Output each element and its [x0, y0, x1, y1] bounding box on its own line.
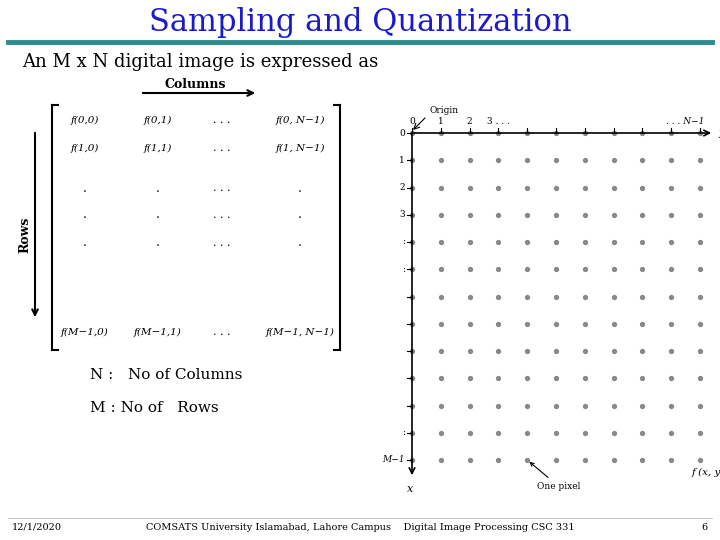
Text: 2: 2	[467, 117, 472, 126]
Text: f (x, y): f (x, y)	[691, 468, 720, 477]
Text: .: .	[298, 208, 302, 221]
Text: 3 . . .: 3 . . .	[487, 117, 510, 126]
Text: 1: 1	[400, 156, 405, 165]
Text: .: .	[156, 208, 160, 221]
Text: N :   No of Columns: N : No of Columns	[90, 368, 243, 382]
Text: 2: 2	[400, 183, 405, 192]
Text: .: .	[156, 181, 160, 194]
Text: :: :	[402, 265, 405, 274]
Text: Columns: Columns	[164, 78, 226, 91]
Text: .: .	[83, 237, 87, 249]
Text: . . .: . . .	[213, 143, 230, 153]
Text: Rows: Rows	[19, 217, 32, 253]
Text: .: .	[298, 181, 302, 194]
Text: y: y	[718, 128, 720, 138]
Text: M−1: M−1	[382, 456, 405, 464]
Text: f(1,1): f(1,1)	[144, 144, 172, 153]
Text: f(M−1,1): f(M−1,1)	[134, 327, 182, 336]
Text: 6: 6	[702, 523, 708, 531]
Text: .: .	[156, 237, 160, 249]
Text: .: .	[298, 237, 302, 249]
Text: COMSATS University Islamabad, Lahore Campus    Digital Image Processing CSC 331: COMSATS University Islamabad, Lahore Cam…	[145, 523, 575, 531]
Text: M : No of   Rows: M : No of Rows	[90, 401, 219, 415]
Text: f(0,0): f(0,0)	[71, 116, 99, 125]
Text: x: x	[407, 484, 413, 494]
Text: 1: 1	[438, 117, 444, 126]
Text: . . .: . . .	[213, 327, 230, 337]
Text: f(M−1, N−1): f(M−1, N−1)	[266, 327, 334, 336]
Text: . . .: . . .	[213, 183, 230, 193]
Text: . . .: . . .	[213, 238, 230, 248]
Text: :: :	[402, 428, 405, 437]
Text: One pixel: One pixel	[531, 463, 580, 491]
Text: 3: 3	[400, 210, 405, 219]
Text: 0: 0	[400, 129, 405, 138]
Text: .: .	[83, 208, 87, 221]
Text: :: :	[402, 238, 405, 246]
Text: . . .: . . .	[213, 210, 230, 220]
Text: 0: 0	[409, 117, 415, 126]
Text: Sampling and Quantization: Sampling and Quantization	[149, 6, 571, 37]
Text: f(1, N−1): f(1, N−1)	[275, 144, 325, 153]
Text: f(M−1,0): f(M−1,0)	[61, 327, 109, 336]
Text: . . . N−1: . . . N−1	[667, 117, 705, 126]
Text: . . .: . . .	[213, 115, 230, 125]
Text: f(1,0): f(1,0)	[71, 144, 99, 153]
Text: f(0,1): f(0,1)	[144, 116, 172, 125]
Text: An M x N digital image is expressed as: An M x N digital image is expressed as	[22, 53, 378, 71]
Text: 12/1/2020: 12/1/2020	[12, 523, 62, 531]
Text: f(0, N−1): f(0, N−1)	[275, 116, 325, 125]
Text: .: .	[83, 181, 87, 194]
Text: Origin: Origin	[429, 106, 458, 115]
